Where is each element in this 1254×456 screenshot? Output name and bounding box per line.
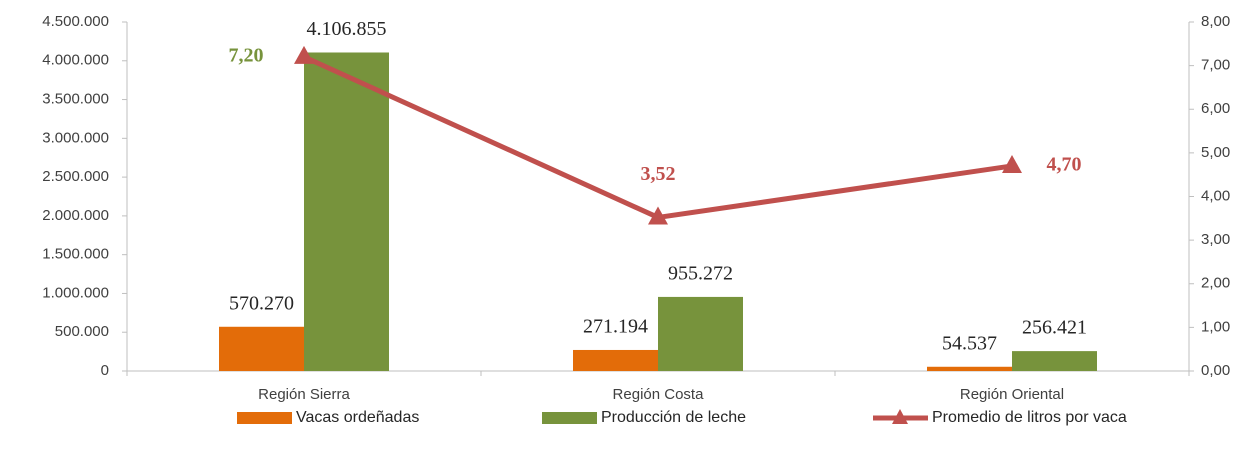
legend-label: Promedio de litros por vaca (932, 409, 1127, 426)
data-label: 570.270 (229, 292, 294, 314)
legend-marker (892, 409, 908, 424)
x-tick-label: Región Costa (613, 386, 705, 403)
y2-tick-label: 5,00 (1201, 144, 1230, 161)
data-label: 4.106.855 (307, 18, 387, 40)
y-tick-label: 1.500.000 (42, 246, 109, 263)
legend-swatch (237, 412, 292, 424)
data-label: 54.537 (942, 332, 997, 354)
y-tick-label: 500.000 (55, 323, 109, 340)
x-tick-label: Región Oriental (960, 386, 1064, 403)
y-tick-label: 0 (101, 362, 109, 379)
x-tick-label: Región Sierra (258, 386, 350, 403)
line-marker (1002, 154, 1022, 173)
legend-label: Producción de leche (601, 409, 746, 426)
bar (573, 349, 658, 371)
legend-label: Vacas ordeñadas (296, 409, 419, 426)
data-label: 271.194 (583, 316, 648, 338)
bar (658, 296, 743, 371)
line-marker (294, 45, 314, 64)
y2-tick-label: 2,00 (1201, 275, 1230, 292)
y-tick-label: 3.500.000 (42, 91, 109, 108)
line-label: 7,20 (229, 44, 264, 66)
y2-tick-label: 4,00 (1201, 187, 1230, 204)
y2-tick-label: 7,00 (1201, 57, 1230, 74)
data-label: 256.421 (1022, 317, 1087, 339)
y2-tick-label: 1,00 (1201, 318, 1230, 335)
y-tick-label: 2.500.000 (42, 168, 109, 185)
y2-tick-label: 6,00 (1201, 100, 1230, 117)
line-label: 4,70 (1047, 154, 1082, 176)
y-tick-label: 4.500.000 (42, 13, 109, 30)
line-label: 3,52 (641, 163, 676, 185)
y2-tick-label: 8,00 (1201, 13, 1230, 30)
bar (1012, 351, 1097, 371)
y-tick-label: 4.000.000 (42, 52, 109, 69)
y2-tick-label: 3,00 (1201, 231, 1230, 248)
bar (304, 52, 389, 372)
bar (219, 326, 304, 371)
bar (927, 366, 1012, 371)
y2-tick-label: 0,00 (1201, 362, 1230, 379)
y-tick-label: 2.000.000 (42, 207, 109, 224)
line (302, 54, 1013, 221)
legend-swatch (542, 412, 597, 424)
y-tick-label: 1.000.000 (42, 284, 109, 301)
line-marker (648, 206, 668, 225)
data-label: 955.272 (668, 263, 733, 285)
y-tick-label: 3.000.000 (42, 129, 109, 146)
